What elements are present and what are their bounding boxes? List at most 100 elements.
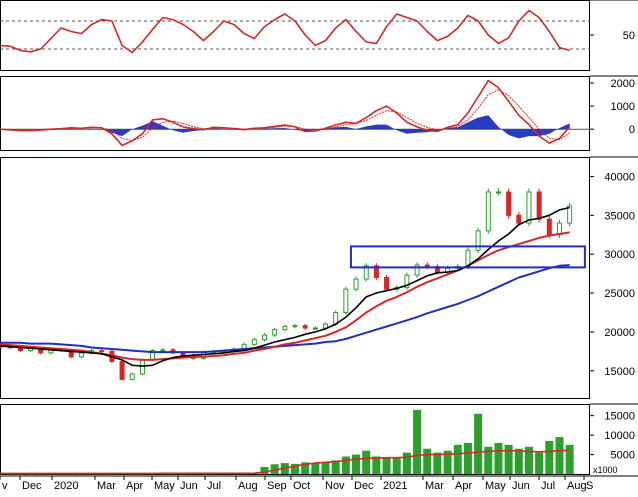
volume-bar (463, 442, 472, 474)
price-y-tick-label: 20000 (604, 327, 635, 339)
x-tick-label: May (154, 480, 175, 492)
candle-body (180, 352, 186, 356)
candle-body (475, 230, 481, 251)
x-tick-label: Jul (207, 480, 221, 492)
macd-y-tick-label: 0 (629, 124, 635, 136)
volume-bar (260, 467, 269, 474)
macd-histogram (0, 115, 570, 139)
price-y-tick-label: 35000 (604, 210, 635, 222)
support-zone-box (349, 245, 586, 269)
candle-body (0, 346, 3, 349)
volume-bar (524, 446, 533, 474)
volume-bar (453, 444, 462, 474)
volume-bar (362, 450, 371, 474)
rsi-y-tick-label: 50 (623, 30, 635, 42)
candle-body (414, 264, 420, 276)
x-tick-label: Jun (180, 480, 198, 492)
volume-bar (514, 448, 523, 474)
macd-panel-frame (0, 76, 590, 151)
candle-body (78, 352, 84, 358)
ma-long-line (0, 264, 570, 354)
x-tick-label: Mar (425, 480, 444, 492)
candle-body (343, 288, 349, 313)
candle-body (526, 191, 532, 224)
candle-body (495, 191, 501, 194)
volume-bar (341, 456, 350, 474)
candle-body (119, 360, 125, 380)
volume-bar (535, 452, 544, 474)
x-tick-label: v (2, 480, 8, 492)
volume-y-tick-label: 15000 (604, 411, 635, 423)
volume-y-tick-label: 10000 (604, 430, 635, 442)
candle-body (139, 359, 145, 375)
candle-body (567, 205, 573, 224)
volume-y-tick-label: 5000 (611, 450, 635, 462)
volume-panel-frame (0, 404, 590, 475)
candle-body (546, 218, 552, 236)
x-tick-label: S (586, 480, 593, 492)
volume-bar (413, 409, 422, 474)
volume-bar (474, 413, 483, 474)
price-y-tick-label: 30000 (604, 249, 635, 261)
chart-marks (0, 9, 586, 475)
candle-body (485, 191, 491, 232)
panel-frames (0, 0, 638, 477)
volume-bar (311, 463, 320, 474)
candle-body (353, 278, 359, 290)
volume-bar (382, 457, 391, 474)
candle-body (160, 349, 166, 352)
x-tick-label: Dec (22, 480, 42, 492)
candle-body (384, 277, 390, 290)
volume-bar (270, 464, 279, 474)
volume-bar (565, 444, 574, 474)
volume-ma-line (0, 449, 570, 475)
x-tick-label: Oct (293, 480, 310, 492)
macd-line (0, 79, 571, 147)
candle-body (129, 373, 135, 380)
x-tick-label: Sep (267, 480, 287, 492)
volume-bar (494, 442, 503, 474)
volume-bar (392, 458, 401, 474)
volume-bar (352, 454, 361, 474)
candle-body (536, 191, 542, 220)
volume-bar (423, 448, 432, 474)
price-y-tick-label: 15000 (604, 366, 635, 378)
volume-bar (372, 456, 381, 474)
rsi-panel-frame (0, 0, 590, 71)
volume-bar (301, 462, 310, 474)
ma-short-line (0, 206, 570, 367)
volume-bar (504, 444, 513, 474)
candle-body (404, 274, 410, 289)
x-tick-label: Nov (325, 480, 345, 492)
candle-body (251, 339, 257, 345)
x-tick-label: Apr (126, 480, 143, 492)
volume-bar (555, 437, 564, 474)
volume-bar (545, 440, 554, 474)
candle-body (516, 214, 522, 224)
candle-body (272, 329, 278, 336)
price-panel-frame (0, 157, 590, 399)
x-tick-label: Mar (97, 480, 116, 492)
x-tick-label: Apr (455, 480, 472, 492)
x-tick-label: 2021 (383, 480, 407, 492)
volume-bar (433, 452, 442, 474)
price-y-tick-label: 25000 (604, 288, 635, 300)
volume-bar (402, 452, 411, 474)
macd-signal-line (0, 89, 570, 142)
candle-body (363, 265, 369, 280)
candle-body (302, 325, 308, 329)
candle-body (282, 325, 288, 331)
candle-body (373, 265, 379, 279)
x-tick-label: May (485, 480, 506, 492)
candle-body (312, 327, 318, 330)
candle-body (261, 334, 267, 341)
macd-y-tick-label: 1000 (611, 101, 635, 113)
volume-bar (331, 460, 340, 474)
x-tick-label: 2020 (54, 480, 78, 492)
volume-bar (321, 461, 330, 474)
price-y-tick-label: 40000 (604, 171, 635, 183)
candle-body (506, 191, 512, 216)
volume-bar (291, 463, 299, 474)
candle-body (424, 264, 430, 268)
